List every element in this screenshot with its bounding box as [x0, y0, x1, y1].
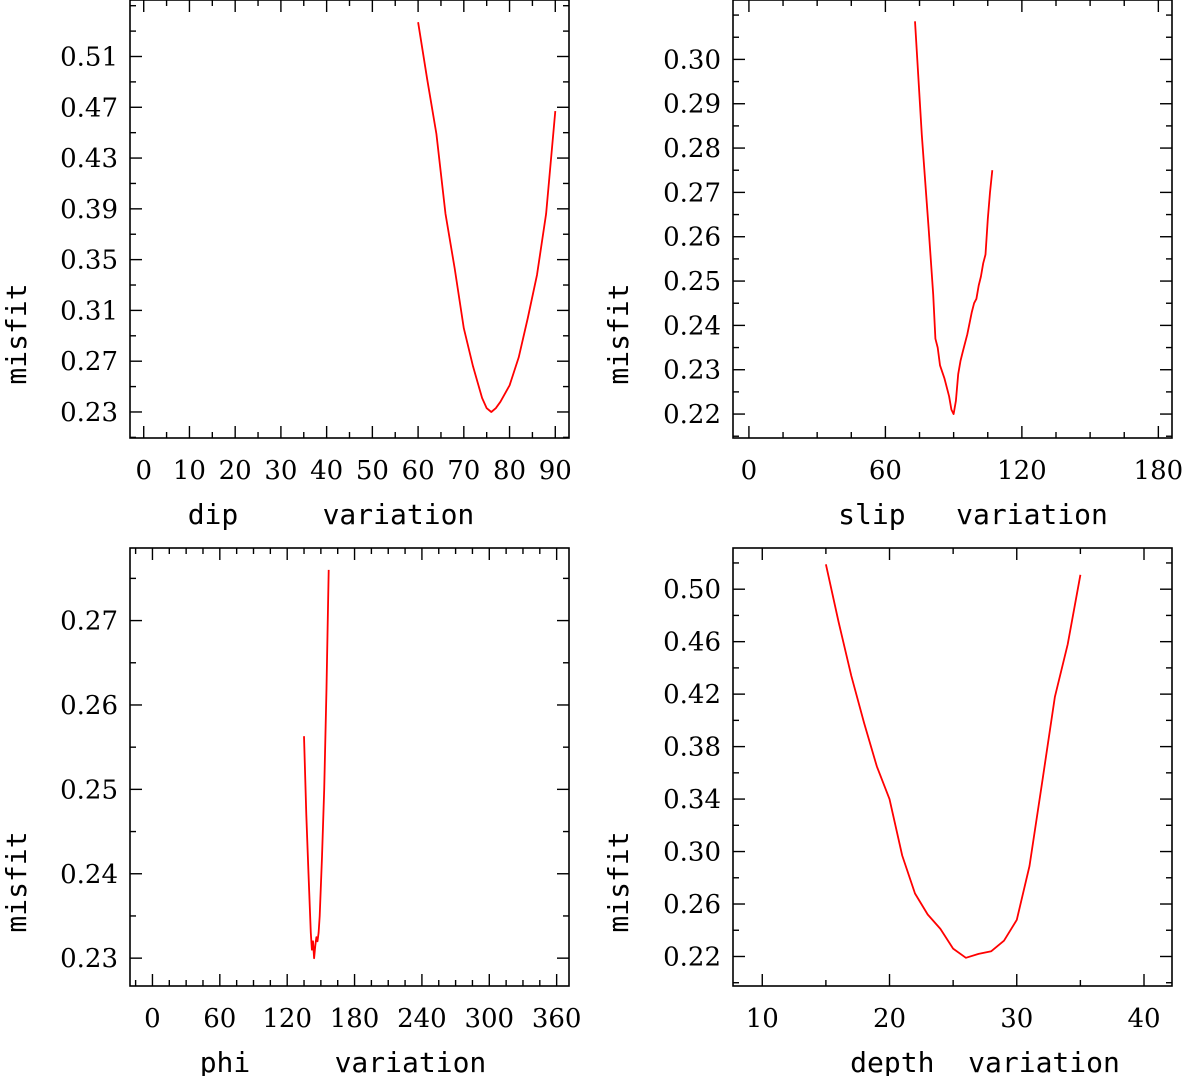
y-tick-label: 0.25 — [663, 267, 721, 297]
x-tick-label: 180 — [1134, 456, 1183, 486]
y-tick-label: 0.24 — [663, 311, 721, 341]
x-tick-label: 40 — [1127, 1004, 1160, 1034]
x-axis-title: depth variation — [850, 1046, 1120, 1076]
y-axis-title: misfit — [0, 831, 33, 932]
y-tick-label: 0.34 — [663, 785, 721, 815]
x-axis-title: phi variation — [200, 1046, 487, 1076]
x-tick-label: 70 — [447, 456, 480, 486]
y-axis-title: misfit — [602, 283, 635, 384]
y-tick-label: 0.51 — [60, 42, 118, 72]
y-tick-label: 0.22 — [663, 942, 721, 972]
y-tick-label: 0.46 — [663, 628, 721, 658]
x-tick-label: 120 — [997, 456, 1047, 486]
y-tick-label: 0.30 — [663, 838, 721, 868]
x-tick-label: 180 — [330, 1004, 380, 1034]
y-tick-label: 0.35 — [60, 246, 118, 276]
plot-frame — [129, 0, 570, 439]
panel-1: 0 10 20 30 40 50 60 70 80 90 0.23 0.27 0.31 0.35 0.39 0… — [0, 0, 572, 531]
y-tick-label: 0.27 — [663, 178, 721, 208]
x-tick-label: 60 — [402, 456, 435, 486]
plot-frame — [732, 0, 1173, 439]
x-tick-label: 0 — [741, 456, 758, 486]
x-tick-label: 0 — [135, 456, 152, 486]
y-tick-label: 0.27 — [60, 607, 118, 637]
y-axis-title: misfit — [0, 283, 33, 384]
x-tick-label: 240 — [397, 1004, 447, 1034]
y-tick-label: 0.28 — [663, 134, 721, 164]
x-tick-label: 80 — [493, 456, 526, 486]
y-tick-label: 0.23 — [60, 398, 118, 428]
panel-4: 10 20 30 40 0.22 0.26 0.30 0.34 0.38 0.42 0.46 0.50… — [602, 547, 1173, 1076]
y-tick-label: 0.38 — [663, 733, 721, 763]
x-axis-title: dip variation — [188, 498, 475, 531]
x-tick-label: 40 — [310, 456, 343, 486]
y-tick-label: 0.31 — [60, 296, 118, 326]
y-tick-label: 0.25 — [60, 775, 118, 805]
y-tick-label: 0.26 — [60, 691, 118, 721]
misfit-series-line — [417, 22, 557, 413]
panel-2: 0 60 120 180 0.22 0.23 0.24 0.25 0.26 0.27 0.28 0.2… — [602, 0, 1183, 531]
x-tick-label: 300 — [464, 1004, 514, 1034]
y-tick-label: 0.22 — [663, 400, 721, 430]
misfit-series-line — [825, 564, 1082, 959]
x-tick-label: 60 — [869, 456, 902, 486]
y-tick-label: 0.26 — [663, 223, 721, 253]
x-tick-label: 360 — [532, 1004, 582, 1034]
x-tick-label: 30 — [264, 456, 297, 486]
x-tick-label: 90 — [539, 456, 572, 486]
y-tick-label: 0.42 — [663, 680, 721, 710]
y-tick-label: 0.39 — [60, 195, 118, 225]
x-tick-label: 20 — [219, 456, 252, 486]
plot-frame — [732, 547, 1173, 987]
x-tick-label: 50 — [356, 456, 389, 486]
plot-frame — [129, 547, 570, 987]
y-tick-label: 0.23 — [663, 356, 721, 386]
y-tick-label: 0.47 — [60, 93, 118, 123]
y-tick-label: 0.50 — [663, 575, 721, 605]
y-tick-label: 0.26 — [663, 890, 721, 920]
y-tick-label: 0.24 — [60, 860, 118, 890]
misfit-series-line — [303, 569, 330, 960]
y-tick-label: 0.30 — [663, 45, 721, 75]
x-tick-label: 10 — [173, 456, 206, 486]
y-tick-label: 0.29 — [663, 90, 721, 120]
x-axis-title: slip variation — [838, 498, 1108, 531]
x-tick-label: 30 — [1000, 1004, 1033, 1034]
y-tick-label: 0.43 — [60, 144, 118, 174]
x-tick-label: 0 — [144, 1004, 161, 1034]
y-tick-label: 0.27 — [60, 347, 118, 377]
x-tick-label: 10 — [746, 1004, 779, 1034]
x-tick-label: 20 — [873, 1004, 906, 1034]
y-axis-title: misfit — [602, 831, 635, 932]
misfit-series-line — [914, 21, 994, 416]
x-tick-label: 120 — [262, 1004, 312, 1034]
y-tick-label: 0.23 — [60, 944, 118, 974]
panel-3: 0 60 120 180 240 300 360 0.23 0.24 0.25 0.26 0.27 ph… — [0, 547, 582, 1076]
x-tick-label: 60 — [203, 1004, 236, 1034]
